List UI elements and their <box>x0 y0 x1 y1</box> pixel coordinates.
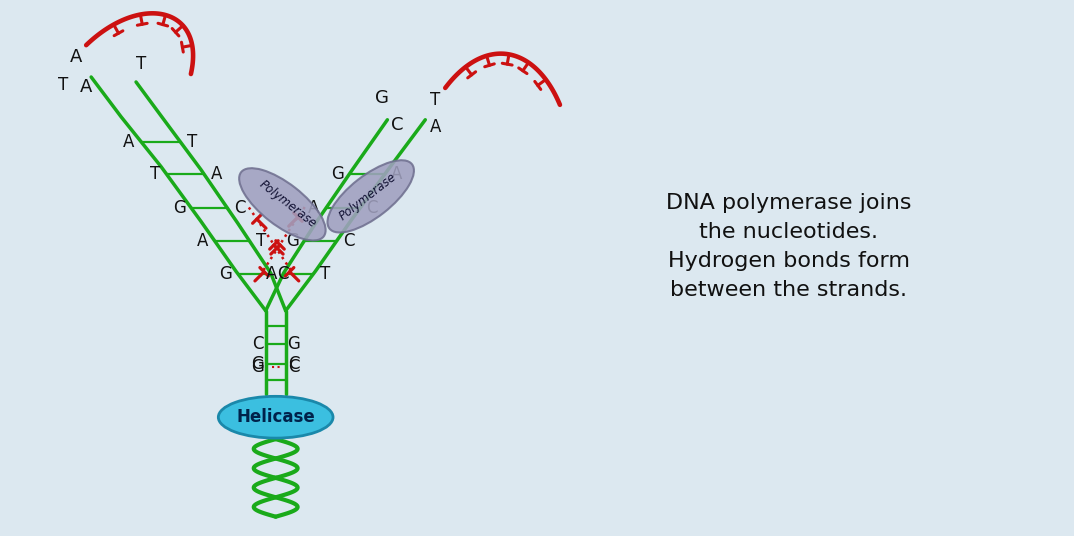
Text: A: A <box>308 199 320 217</box>
Text: C: C <box>288 354 300 373</box>
Text: Helicase: Helicase <box>236 408 315 426</box>
Text: T: T <box>431 91 440 109</box>
Text: G: G <box>331 166 344 183</box>
Text: A: A <box>430 118 441 136</box>
Text: G: G <box>251 359 264 376</box>
Text: A: A <box>124 132 134 151</box>
Text: T: T <box>187 132 198 151</box>
Text: T: T <box>320 265 331 283</box>
Text: C: C <box>391 116 404 134</box>
Text: T: T <box>257 232 266 250</box>
Text: C: C <box>234 199 245 217</box>
Text: A: A <box>70 48 83 66</box>
Text: C: C <box>277 265 289 283</box>
Text: C: C <box>366 199 378 217</box>
Text: C: C <box>343 232 354 250</box>
Ellipse shape <box>240 168 325 241</box>
Text: A: A <box>265 265 277 283</box>
Text: G: G <box>251 354 264 373</box>
Text: T: T <box>58 76 69 94</box>
Text: A: A <box>391 166 403 183</box>
Text: T: T <box>149 166 160 183</box>
Text: A: A <box>198 232 208 250</box>
Text: G: G <box>286 232 299 250</box>
Text: G: G <box>376 89 390 107</box>
Text: G: G <box>173 199 186 217</box>
Text: Polymerase: Polymerase <box>257 178 319 230</box>
Text: DNA polymerase joins
the nucleotides.
Hydrogen bonds form
between the strands.: DNA polymerase joins the nucleotides. Hy… <box>666 193 912 300</box>
Text: G: G <box>219 265 232 283</box>
Text: G: G <box>287 334 300 353</box>
Text: T: T <box>136 55 146 73</box>
Ellipse shape <box>328 160 413 233</box>
Ellipse shape <box>218 396 333 438</box>
Text: Polymerase: Polymerase <box>336 170 398 222</box>
Text: A: A <box>211 166 222 183</box>
Text: C: C <box>288 359 300 376</box>
Text: A: A <box>79 78 92 96</box>
Text: C: C <box>252 334 263 353</box>
